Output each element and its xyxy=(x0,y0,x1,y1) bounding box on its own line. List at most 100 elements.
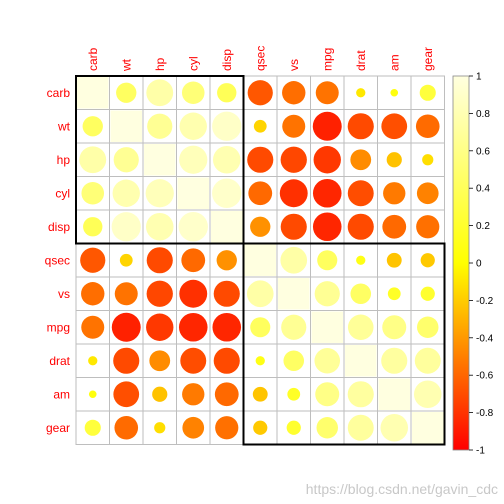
correlation-circle xyxy=(380,413,409,442)
correlation-circle xyxy=(382,315,407,340)
correlation-circle xyxy=(253,119,267,133)
colorbar-tick-label: 0.2 xyxy=(476,221,490,232)
diagonal-mark xyxy=(110,110,142,142)
grid-cell xyxy=(410,276,445,311)
correlation-circle xyxy=(152,386,168,402)
correlation-circle xyxy=(84,419,101,436)
colorbar-tick-label: -0.6 xyxy=(476,371,494,382)
column-label: vs xyxy=(287,59,301,71)
correlation-circle xyxy=(178,312,208,342)
column-label: mpg xyxy=(320,48,334,71)
correlation-circle xyxy=(347,213,374,240)
correlation-circle xyxy=(281,314,307,340)
diagonal-mark xyxy=(278,278,310,310)
correlation-circle xyxy=(113,147,139,173)
watermark: https://blog.csdn.net/gavin_cdc xyxy=(305,481,498,497)
correlation-circle xyxy=(390,88,399,97)
colorbar-tick-label: 0 xyxy=(476,259,482,270)
correlation-circle xyxy=(416,215,440,239)
correlation-circle xyxy=(83,217,103,237)
correlation-circle xyxy=(280,213,307,240)
correlation-circle xyxy=(81,282,105,306)
correlation-circle xyxy=(422,154,434,166)
correlation-circle xyxy=(387,287,401,301)
correlation-circle xyxy=(315,382,340,407)
colorbar xyxy=(452,75,470,451)
correlation-circle xyxy=(416,182,439,205)
correlation-circle xyxy=(146,280,173,307)
row-label: vs xyxy=(58,287,70,301)
correlation-circle xyxy=(280,246,308,274)
colorbar-tick-label: -0.4 xyxy=(476,333,494,344)
colorbar-tick-label: 1 xyxy=(476,72,482,83)
correlation-circle xyxy=(82,116,103,137)
correlation-circle xyxy=(217,83,237,103)
row-label: gear xyxy=(46,421,70,435)
colorbar-tick-label: -0.8 xyxy=(476,408,494,419)
correlation-circle xyxy=(213,347,240,374)
colorbar-tick-label: -1 xyxy=(476,446,485,457)
correlation-circle xyxy=(312,111,342,141)
column-label: disp xyxy=(220,49,234,71)
correlation-circle xyxy=(250,317,271,338)
correlation-circle xyxy=(283,350,305,372)
correlation-circle xyxy=(386,252,402,268)
correlation-circle xyxy=(313,146,341,174)
correlation-circle xyxy=(182,416,205,439)
correlation-circle xyxy=(215,416,239,440)
correlation-circle xyxy=(247,80,273,106)
column-label: wt xyxy=(119,58,133,72)
correlation-circle xyxy=(88,356,98,366)
correlation-circle xyxy=(145,179,174,208)
correlation-circle xyxy=(179,279,208,308)
correlation-circle xyxy=(315,81,339,105)
colorbar-tick-label: 0.4 xyxy=(476,184,490,195)
correlation-circle xyxy=(356,255,366,265)
correlation-circle xyxy=(114,415,139,440)
correlation-circle xyxy=(147,113,173,139)
row-label: cyl xyxy=(55,186,70,200)
correlation-circle xyxy=(282,81,306,105)
correlation-circle xyxy=(212,312,242,342)
row-label: disp xyxy=(48,220,70,234)
correlation-circle xyxy=(212,111,242,141)
correlation-circle xyxy=(182,383,205,406)
correlation-circle xyxy=(350,149,372,171)
correlation-circle xyxy=(154,422,166,434)
correlation-circle xyxy=(383,182,406,205)
correlation-circle xyxy=(280,146,307,173)
correlation-circle xyxy=(248,181,273,206)
column-label: cyl xyxy=(186,56,200,71)
correlation-circle xyxy=(347,180,374,207)
correlation-circle xyxy=(314,281,340,307)
correlation-circle xyxy=(119,253,133,267)
correlation-circle xyxy=(420,253,435,268)
correlation-circle xyxy=(419,84,436,101)
diagonal-mark xyxy=(412,412,444,444)
correlation-circle xyxy=(114,282,138,306)
cluster-box xyxy=(75,75,245,245)
column-label: hp xyxy=(153,57,167,71)
row-label: wt xyxy=(57,119,71,133)
correlation-circle xyxy=(317,250,338,271)
column-label: qsec xyxy=(253,46,267,71)
correlation-circle xyxy=(112,179,140,207)
correlation-circle xyxy=(113,381,140,408)
correlation-circle xyxy=(214,382,239,407)
correlation-circle xyxy=(420,286,435,301)
correlation-circle xyxy=(312,178,342,208)
correlation-circle xyxy=(116,82,137,103)
row-label: mpg xyxy=(47,320,70,334)
correlation-circle xyxy=(347,314,374,341)
correlation-circle xyxy=(111,312,141,342)
correlation-circle xyxy=(382,214,407,239)
correlation-circle xyxy=(88,390,97,399)
correlation-circle xyxy=(213,280,240,307)
correlation-circle xyxy=(381,113,408,140)
correlation-circle xyxy=(146,247,173,274)
correlation-circle xyxy=(80,247,106,273)
diagonal-mark xyxy=(144,144,176,176)
correlation-circle xyxy=(279,179,308,208)
correlation-circle xyxy=(250,216,271,237)
correlation-circle xyxy=(347,381,374,408)
